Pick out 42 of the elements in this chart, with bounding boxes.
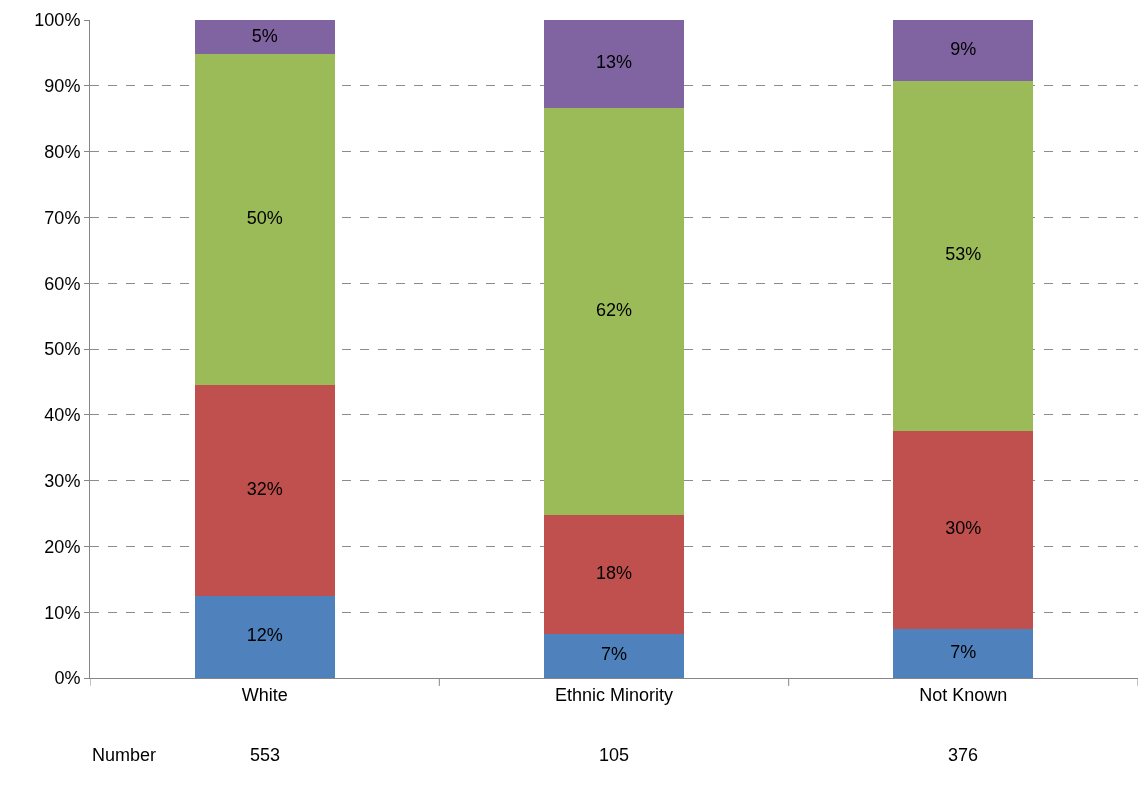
x-tick-label: White	[241, 684, 288, 705]
bar	[544, 633, 684, 678]
y-tick-label: 70%	[44, 207, 81, 228]
bar	[194, 54, 335, 385]
y-tick-label: 0%	[54, 668, 81, 689]
x-tick-label: Not Known	[919, 684, 1008, 705]
text: 105	[599, 745, 630, 765]
bar	[544, 107, 684, 515]
y-tick-label: 80%	[44, 141, 81, 162]
bar	[544, 20, 684, 108]
y-tick-label: 100%	[34, 10, 81, 31]
data-label: 30%	[945, 518, 982, 539]
bar	[194, 595, 335, 678]
y-tick-label: 10%	[44, 602, 81, 623]
data-label: 7%	[950, 641, 977, 662]
data-label: 53%	[945, 244, 982, 265]
bar	[893, 80, 1034, 431]
bar	[194, 20, 335, 55]
y-tick-label: 40%	[44, 405, 81, 426]
text: Number	[92, 745, 157, 765]
bar	[893, 628, 1034, 678]
data-label: 18%	[595, 562, 633, 583]
text: 376	[948, 745, 979, 765]
text: 553	[250, 745, 281, 765]
data-label: 62%	[595, 299, 633, 320]
data-label: 7%	[600, 644, 628, 665]
data-label: 12%	[246, 625, 283, 646]
data-label: 5%	[251, 25, 278, 46]
x-tick-label: Ethnic Minority	[554, 684, 674, 705]
data-label: 32%	[246, 478, 283, 499]
data-label: 50%	[246, 207, 283, 228]
data-label: 13%	[595, 52, 633, 73]
bar	[893, 20, 1034, 81]
y-tick-label: 30%	[44, 470, 81, 491]
y-tick-label: 50%	[44, 339, 81, 360]
bar	[544, 514, 684, 634]
y-tick-label: 60%	[44, 273, 81, 294]
y-tick-label: 20%	[44, 536, 81, 557]
y-tick-label: 90%	[44, 76, 81, 97]
data-label: 9%	[950, 38, 977, 59]
bar	[194, 384, 335, 596]
bar	[893, 430, 1034, 629]
